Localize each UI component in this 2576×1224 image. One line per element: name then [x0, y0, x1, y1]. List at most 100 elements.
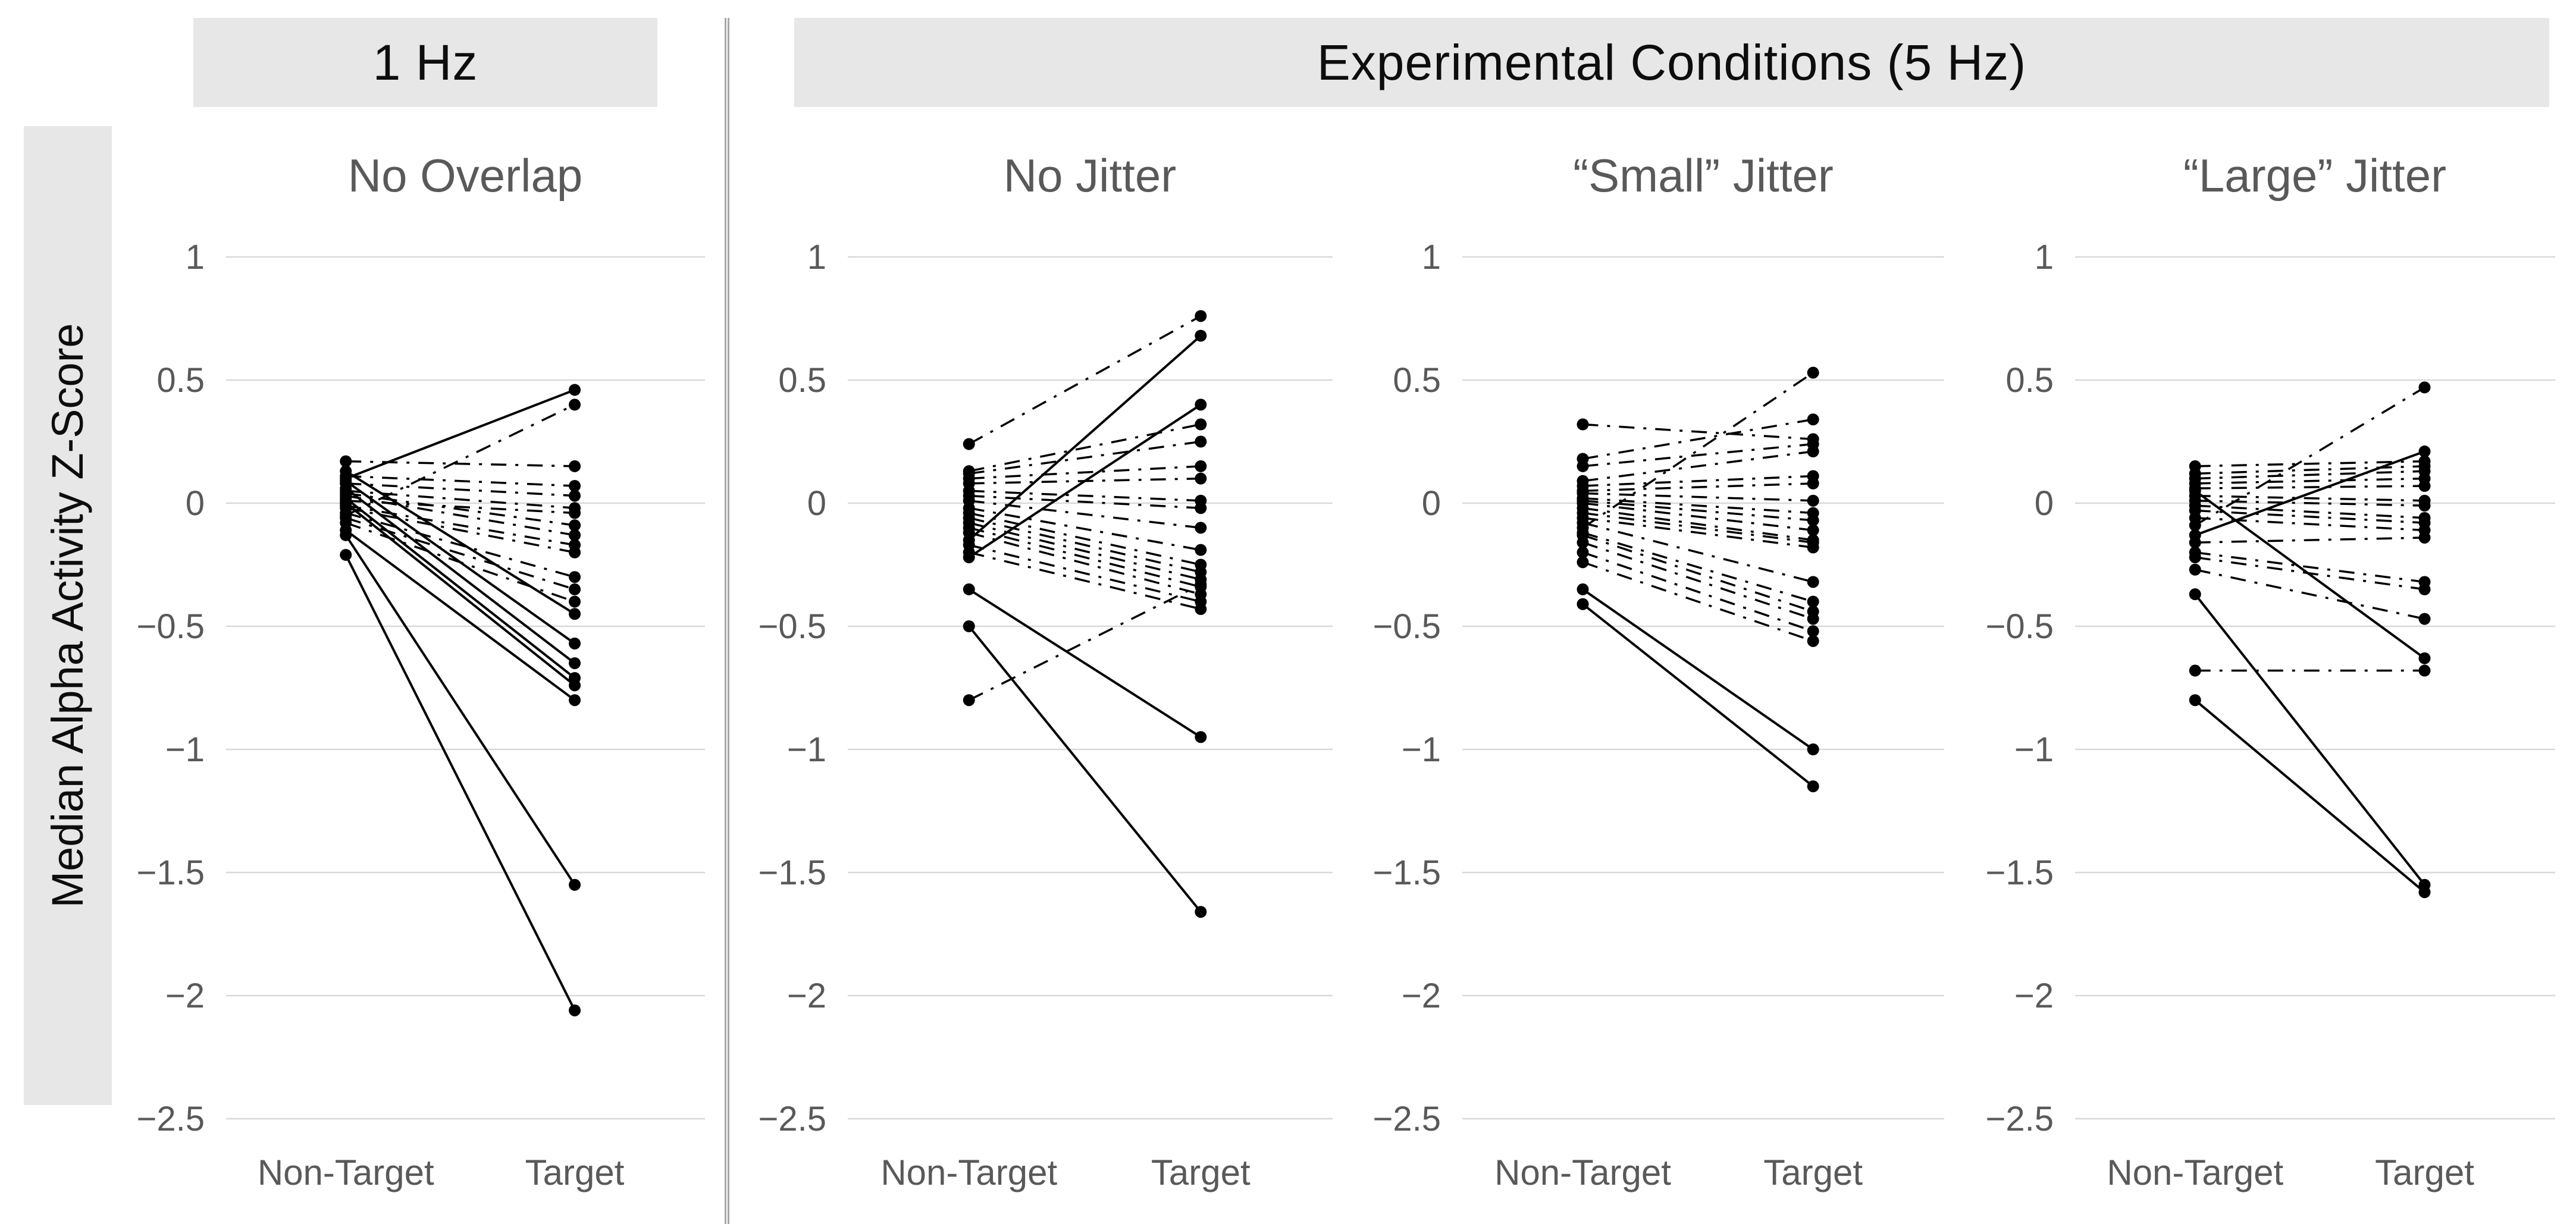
data-point-target: [569, 679, 581, 692]
y-tick-label: −1: [1402, 730, 1441, 769]
panel-title-large-jitter: “Large” Jitter: [2183, 149, 2447, 202]
group-header-experimental: Experimental Conditions (5 Hz): [794, 18, 2549, 107]
subject-line-dashdot: [2195, 556, 2425, 591]
subject-line-dashdot: [2195, 551, 2425, 583]
y-tick-label: −2: [1402, 977, 1441, 1015]
subject-line-dashdot: [345, 522, 575, 603]
data-point-target: [569, 571, 581, 583]
data-point-non-target: [963, 438, 975, 450]
x-label-target: Target: [1763, 1153, 1863, 1192]
y-tick-label: −2.5: [1373, 1100, 1441, 1138]
y-tick-label: −1.5: [1986, 853, 2054, 892]
y-tick-label: −2.5: [1986, 1100, 2054, 1138]
subject-line-dashdot: [1582, 482, 1813, 492]
data-point-non-target: [963, 526, 975, 539]
subject-line-solid: [1582, 603, 1814, 787]
subject-line-dashdot: [2195, 517, 2425, 532]
x-label-non-target: Non-Target: [1494, 1153, 1671, 1192]
y-tick-label: 0: [2035, 484, 2054, 523]
subject-line-solid: [2195, 450, 2425, 536]
data-point-non-target: [340, 455, 352, 467]
y-tick-label: −0.5: [1986, 607, 2054, 646]
data-point-target: [1807, 541, 1819, 554]
subject-line-solid: [2194, 699, 2425, 893]
data-point-target: [569, 384, 581, 396]
subject-line-dashdot: [346, 475, 575, 487]
data-point-target: [1195, 906, 1207, 918]
data-point-target: [1195, 460, 1207, 472]
subject-line-dashdot: [1582, 507, 1813, 541]
subject-line-dashdot: [1582, 423, 1813, 441]
data-point-target: [1807, 413, 1819, 426]
data-point-non-target: [2189, 588, 2201, 601]
data-point-target: [569, 583, 581, 595]
subject-line-dashdot: [969, 511, 1201, 566]
panel-plot-1: 1 0.5 0 −0.5 −1 −1.5 −2 −2.5 Non-Target Target: [137, 238, 705, 1192]
data-point-non-target: [1577, 583, 1589, 595]
subject-line-dashdot: [969, 526, 1201, 588]
y-tick-label: −1.5: [1373, 853, 1441, 892]
subject-line-dashdot: [969, 465, 1201, 480]
data-point-target: [2418, 480, 2431, 492]
y-tick-label: −1: [2014, 730, 2054, 769]
data-point-non-target: [963, 583, 975, 595]
subject-line-dashdot: [1582, 492, 1813, 502]
data-point-target: [1195, 502, 1207, 514]
subject-line-dashdot: [1582, 450, 1813, 482]
data-point-non-target: [2189, 536, 2201, 549]
subject-line-dashdot: [2195, 504, 2425, 519]
subject-line-dashdot: [969, 489, 1201, 502]
subject-line-dashdot: [969, 551, 1201, 610]
data-point-target: [1807, 445, 1819, 458]
subject-line-dashdot: [346, 500, 575, 514]
panel-title-small-jitter: “Small” Jitter: [1573, 149, 1834, 202]
y-axis-label-band: [24, 126, 112, 1105]
subject-line-dashdot: [1582, 541, 1814, 620]
subject-line-dashdot: [969, 500, 1201, 529]
subject-line-dashdot: [346, 489, 575, 510]
data-point-non-target: [1577, 418, 1589, 431]
y-tick-label: 0: [186, 484, 205, 523]
data-point-target: [569, 546, 581, 558]
subject-line-dashdot: [1582, 502, 1813, 532]
panel-plot-4: 1 0.5 0 −0.5 −1 −1.5 −2 −2.5 Non-Target Target: [1986, 238, 2555, 1192]
y-tick-label: −2: [2014, 977, 2054, 1015]
group-header-1hz: 1 Hz: [193, 18, 657, 107]
subject-line-solid: [345, 388, 575, 480]
group-header-experimental-label: Experimental Conditions (5 Hz): [1317, 34, 2027, 90]
x-label-non-target: Non-Target: [880, 1153, 1057, 1192]
subject-line-dashdot: [969, 522, 1201, 581]
y-tick-label: −2: [787, 977, 826, 1015]
subject-line-dashdot: [968, 583, 1202, 701]
data-point-target: [2418, 652, 2431, 664]
subject-line-dashdot: [2195, 509, 2425, 524]
data-point-target: [1195, 472, 1207, 485]
subject-line-dashdot: [1582, 522, 1814, 583]
subject-line-solid: [345, 470, 576, 615]
data-point-non-target: [2189, 694, 2201, 707]
data-point-target: [569, 489, 581, 502]
data-point-target: [1195, 435, 1207, 448]
panel-group-separator: [725, 18, 729, 1224]
data-point-non-target: [2189, 664, 2201, 677]
data-point-target: [1195, 329, 1207, 342]
subject-line-dashdot: [346, 482, 575, 497]
subject-line-dashdot: [2195, 465, 2425, 475]
subject-line-dashdot: [2195, 569, 2425, 620]
y-tick-label: 0: [807, 484, 826, 523]
y-tick-label: 0.5: [778, 361, 826, 400]
data-point-target: [2418, 381, 2431, 394]
data-point-target: [1807, 576, 1819, 588]
y-tick-label: 0.5: [156, 361, 205, 400]
subject-line-dashdot: [345, 511, 575, 578]
subject-line-dashdot: [969, 507, 1201, 551]
data-point-target: [1807, 780, 1819, 793]
x-label-target: Target: [1151, 1153, 1251, 1192]
subject-line-dashdot: [2195, 470, 2425, 480]
subject-line-solid: [345, 487, 576, 664]
subject-line-dashdot: [1582, 532, 1814, 603]
data-point-non-target: [1577, 556, 1589, 569]
subject-line-dashdot: [1582, 500, 1813, 522]
data-point-target: [1195, 731, 1207, 743]
subject-line-dashdot: [2195, 536, 2425, 544]
